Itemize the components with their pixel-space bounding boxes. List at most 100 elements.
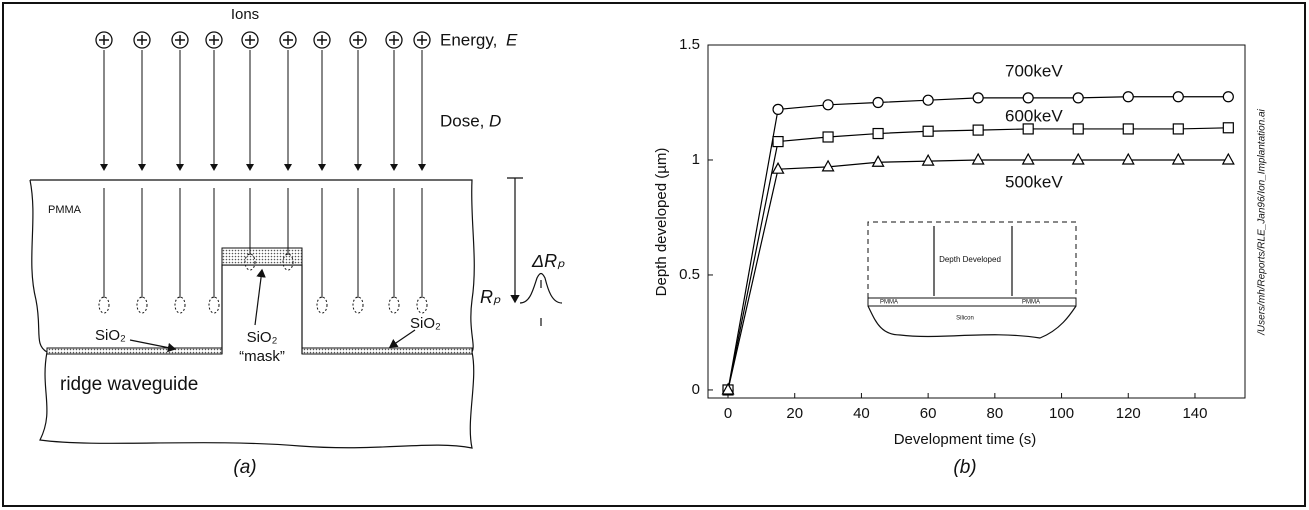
point (1221, 152, 1235, 165)
delta-rp-label: ΔRₚ (531, 251, 565, 271)
energy-symbol: E (506, 30, 518, 49)
diagram-a: Ions Energy, E Dose, D PMMA SiO₂ SiO₂ “m… (29, 6, 565, 478)
inset-label: Silicon (956, 316, 974, 322)
pmma-layer (867, 297, 1077, 307)
energy-label: Energy, (440, 30, 497, 49)
sio2-layer (46, 347, 223, 355)
point (1121, 152, 1135, 165)
depth-arrows (933, 226, 1013, 296)
point (971, 152, 985, 165)
inset-label: PMMA (880, 300, 898, 306)
series-line (727, 96, 1229, 391)
ion-plus (99, 35, 109, 45)
point (1222, 122, 1234, 134)
ion-plus (417, 35, 427, 45)
point (1122, 91, 1134, 103)
point (1172, 91, 1184, 103)
point (972, 92, 984, 104)
ion-plus (209, 35, 219, 45)
ion-plus (175, 35, 185, 45)
side-note: /Users/mh/Reports/RLE_Jan96/Ion_Implanta… (1257, 108, 1268, 335)
caption: (a) (233, 457, 256, 478)
point (721, 382, 735, 395)
x-tick-label: 20 (786, 405, 803, 422)
caption: (b) (953, 457, 976, 478)
x-tick-label: 100 (1049, 405, 1074, 422)
dose-label: Dose, (440, 111, 484, 130)
point (1122, 123, 1134, 135)
point (921, 153, 935, 166)
x-tick-label: 40 (853, 405, 870, 422)
point (1022, 123, 1034, 135)
y-tick-label: 0.5 (679, 266, 700, 283)
point (871, 155, 885, 167)
dose-symbol: D (489, 111, 501, 130)
ion-plus (137, 35, 147, 45)
ridge-label: ridge waveguide (60, 374, 198, 395)
point (1172, 123, 1184, 135)
point (922, 125, 934, 137)
point (1072, 123, 1084, 135)
ion-plus (317, 35, 327, 45)
ion-stop (388, 296, 400, 314)
y-tick-label: 1 (692, 151, 700, 168)
point (872, 127, 884, 140)
ion-stop (244, 253, 256, 271)
series-label: 600keV (1005, 106, 1063, 125)
point (972, 124, 984, 136)
x-tick-label: 0 (724, 405, 732, 422)
pmma-outline (29, 179, 475, 449)
silicon (867, 305, 1077, 339)
gaussian (519, 272, 563, 304)
ions-label: Ions (231, 6, 259, 23)
ion-plus (389, 35, 399, 45)
series-label: 700keV (1005, 61, 1063, 80)
inset-label: Depth Developed (939, 255, 1001, 264)
ion-plus (245, 35, 255, 45)
ion-stop (316, 296, 328, 314)
ion-stop (282, 253, 294, 271)
point (1171, 152, 1185, 165)
ion-stop (136, 296, 148, 314)
rp-label: Rₚ (480, 287, 501, 307)
ion-stop (98, 296, 110, 314)
ion-plus (353, 35, 363, 45)
point (1021, 152, 1035, 165)
point (922, 94, 934, 106)
sio2-label: SiO₂ (410, 315, 441, 332)
y-axis-label: Depth developed (µm) (653, 148, 670, 297)
sio2-label: SiO₂ (247, 329, 278, 346)
plot-frame (707, 44, 1246, 399)
point (872, 96, 884, 109)
point (1022, 92, 1034, 104)
x-tick-label: 120 (1116, 405, 1141, 422)
point (822, 99, 834, 111)
inset: Depth Developed PMMA PMMA Silicon (867, 221, 1077, 339)
pmma-label: PMMA (48, 204, 82, 216)
point (1222, 91, 1234, 103)
point (1071, 152, 1085, 165)
mask-label: “mask” (239, 348, 285, 365)
ion-stop (416, 296, 428, 314)
y-tick-label: 0 (692, 381, 700, 398)
point (772, 103, 784, 115)
arrow (254, 268, 266, 326)
point (821, 159, 835, 172)
inset-label: PMMA (1022, 300, 1040, 306)
ion-stop (352, 296, 364, 314)
sio2-mask (221, 247, 303, 266)
arrow (389, 329, 416, 348)
ion-stop (174, 296, 186, 314)
series-line (727, 159, 1229, 391)
range-bar (507, 177, 523, 300)
point (822, 131, 834, 143)
ion-stop (208, 296, 220, 314)
point (772, 135, 784, 148)
y-tick-label: 1.5 (679, 36, 700, 53)
point (771, 161, 785, 174)
series-label: 500keV (1005, 172, 1063, 191)
ion-plus (283, 35, 293, 45)
inset-outline (867, 221, 1077, 298)
